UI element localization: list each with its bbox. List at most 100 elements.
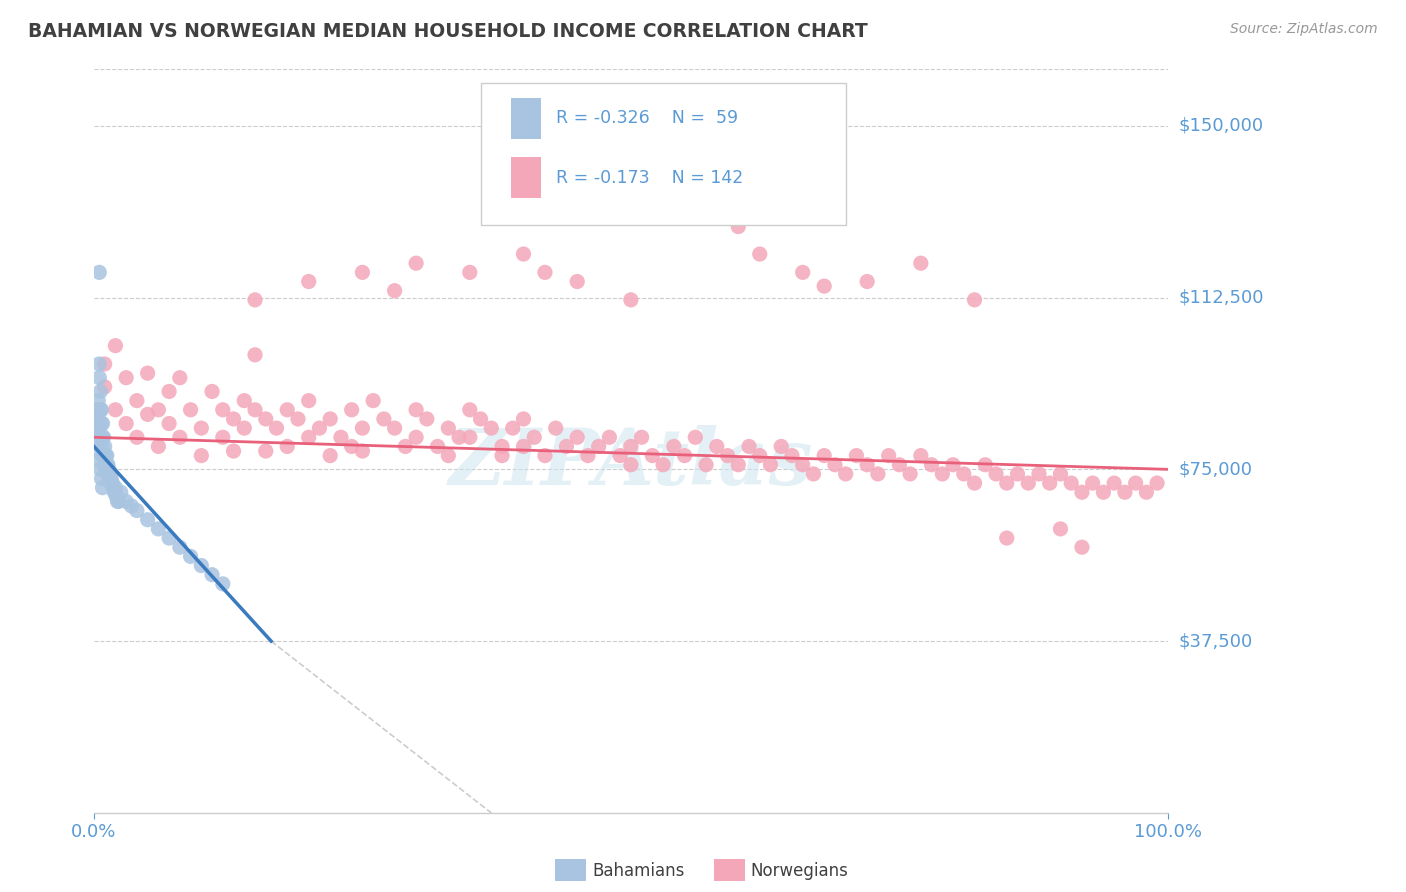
Point	[180, 402, 202, 417]
Point	[426, 439, 449, 453]
Point	[94, 462, 117, 476]
Point	[93, 449, 115, 463]
Point	[125, 503, 148, 517]
Point	[104, 481, 127, 495]
Point	[1007, 467, 1029, 481]
Point	[201, 384, 224, 399]
Point	[103, 485, 125, 500]
Point	[136, 366, 159, 380]
Point	[148, 522, 170, 536]
Point	[115, 417, 138, 431]
Point	[620, 458, 643, 472]
Point	[394, 439, 416, 453]
Point	[609, 449, 631, 463]
Point	[136, 513, 159, 527]
Point	[276, 439, 298, 453]
Point	[98, 471, 121, 485]
Point	[97, 458, 120, 472]
Point	[620, 439, 643, 453]
Text: Norwegians: Norwegians	[751, 862, 849, 880]
Point	[91, 430, 114, 444]
Point	[437, 449, 460, 463]
Point	[211, 402, 233, 417]
Point	[86, 402, 108, 417]
Point	[405, 256, 427, 270]
Point	[94, 449, 117, 463]
Point	[91, 449, 114, 463]
Point	[856, 458, 879, 472]
Point	[233, 421, 256, 435]
Point	[93, 380, 115, 394]
Point	[458, 265, 481, 279]
Point	[984, 467, 1007, 481]
Point	[748, 449, 770, 463]
Point	[534, 265, 557, 279]
Point	[544, 421, 567, 435]
Point	[86, 417, 108, 431]
Point	[567, 275, 589, 289]
Point	[87, 408, 110, 422]
Point	[96, 449, 118, 463]
Point	[534, 449, 557, 463]
Point	[96, 458, 118, 472]
Point	[89, 357, 111, 371]
Point	[1092, 485, 1115, 500]
Point	[727, 458, 749, 472]
Point	[157, 531, 180, 545]
Point	[89, 453, 111, 467]
Point	[1071, 540, 1094, 554]
Point	[169, 540, 191, 554]
Point	[491, 449, 513, 463]
Point	[963, 476, 986, 491]
Point	[384, 421, 406, 435]
Point	[620, 293, 643, 307]
Point	[90, 402, 112, 417]
Point	[567, 430, 589, 444]
Point	[877, 449, 900, 463]
Point	[813, 449, 835, 463]
Point	[87, 393, 110, 408]
Point	[479, 421, 502, 435]
Point	[107, 494, 129, 508]
Point	[104, 485, 127, 500]
Point	[952, 467, 974, 481]
Text: ZIPAtlas: ZIPAtlas	[449, 425, 813, 501]
Point	[308, 421, 330, 435]
Point	[89, 430, 111, 444]
Point	[458, 402, 481, 417]
Point	[555, 439, 578, 453]
Point	[405, 430, 427, 444]
Point	[125, 430, 148, 444]
Point	[588, 439, 610, 453]
Point	[641, 449, 664, 463]
Point	[157, 384, 180, 399]
Point	[813, 279, 835, 293]
Point	[384, 284, 406, 298]
Point	[93, 357, 115, 371]
Point	[319, 449, 342, 463]
Point	[91, 481, 114, 495]
Point	[995, 476, 1018, 491]
Point	[588, 201, 610, 215]
Point	[373, 412, 395, 426]
Point	[824, 458, 846, 472]
Point	[352, 444, 374, 458]
Point	[910, 256, 932, 270]
Point	[91, 417, 114, 431]
Point	[352, 265, 374, 279]
Point	[243, 402, 266, 417]
Point	[898, 467, 921, 481]
Point	[834, 467, 856, 481]
Point	[90, 439, 112, 453]
Point	[866, 467, 889, 481]
Point	[100, 476, 122, 491]
Point	[254, 444, 277, 458]
Point	[93, 458, 115, 472]
Point	[1135, 485, 1157, 500]
Point	[157, 417, 180, 431]
Point	[716, 449, 738, 463]
Point	[90, 471, 112, 485]
Point	[222, 412, 245, 426]
Point	[845, 449, 868, 463]
Point	[107, 494, 129, 508]
